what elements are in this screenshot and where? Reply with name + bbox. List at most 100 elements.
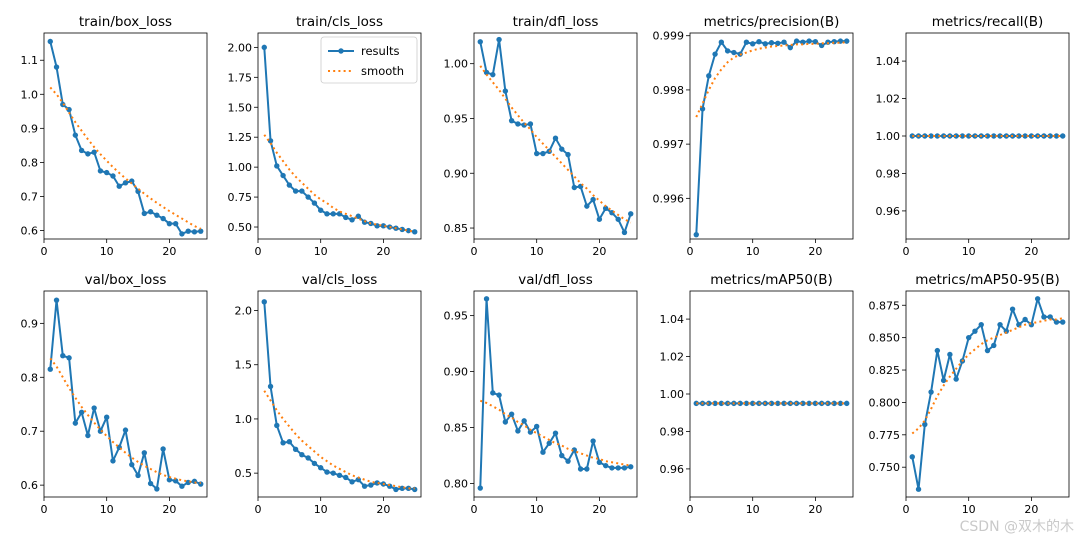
results-point	[756, 38, 762, 45]
plot-area	[261, 299, 418, 493]
results-point	[399, 226, 405, 233]
results-point	[934, 347, 941, 354]
results-point	[490, 390, 496, 396]
results-point	[844, 400, 850, 407]
results-point	[122, 180, 129, 186]
panel-2: train/dfl_loss 0 10 20 0.85 0.90 0.95 1.00	[444, 14, 638, 258]
panel-title: val/box_loss	[85, 272, 167, 288]
results-point	[533, 423, 540, 430]
results-point	[712, 400, 718, 407]
y-tick-label: 1.00	[876, 130, 901, 143]
results-point	[928, 389, 934, 395]
results-point	[267, 383, 274, 390]
x-tick-label: 0	[687, 245, 694, 258]
results-point	[965, 334, 972, 341]
results-point	[477, 39, 483, 45]
plot-area	[693, 38, 850, 238]
results-point	[154, 212, 160, 218]
results-point	[502, 419, 509, 425]
x-tick-label: 0	[255, 503, 262, 516]
plot-area	[47, 297, 204, 492]
y-tick-label: 0.9	[21, 122, 39, 135]
results-point	[706, 400, 712, 407]
y-tick-label: 2.0	[235, 305, 253, 318]
results-point	[1047, 133, 1053, 139]
results-point	[577, 466, 584, 472]
results-point	[1022, 133, 1028, 139]
y-tick-label: 1.0	[21, 88, 39, 101]
results-point	[198, 481, 204, 487]
results-point	[934, 133, 941, 139]
x-tick-label: 10	[962, 503, 976, 516]
results-point	[166, 220, 173, 227]
results-point	[984, 347, 991, 354]
y-tick-label: 0.6	[21, 479, 39, 492]
axes-frame	[905, 290, 1070, 498]
results-point	[324, 211, 330, 217]
y-tick-label: 0.9	[21, 317, 39, 330]
results-point	[1022, 316, 1028, 323]
results-point	[831, 400, 837, 407]
results-point	[521, 122, 527, 128]
results-point	[781, 39, 787, 45]
y-tick-label: 0.825	[869, 364, 901, 377]
results-point	[349, 479, 355, 485]
x-tick-label: 10	[314, 245, 328, 258]
y-tick-label: 0.8	[21, 371, 39, 384]
results-point	[299, 188, 305, 194]
x-tick-label: 10	[100, 245, 114, 258]
plot-area	[261, 44, 418, 235]
panel-0: train/box_loss 0 10 20 0.6 0.7 0.8 0.9 1.0 1.1	[21, 14, 208, 258]
y-tick-label: 0.998	[653, 84, 685, 97]
plot-area	[47, 38, 204, 237]
results-line	[695, 40, 847, 235]
results-point	[324, 469, 330, 475]
results-point	[775, 400, 781, 407]
x-tick-label: 0	[471, 245, 478, 258]
results-point	[508, 411, 515, 417]
results-point	[615, 465, 621, 471]
results-point	[515, 121, 521, 127]
results-point	[85, 432, 91, 439]
x-tick-label: 10	[746, 503, 760, 516]
results-point	[762, 41, 768, 47]
results-point	[299, 452, 305, 458]
x-tick-label: 20	[808, 245, 822, 258]
results-point	[724, 48, 731, 54]
y-tick-label: 0.7	[21, 425, 39, 438]
results-point	[349, 217, 355, 223]
y-tick-label: 0.95	[444, 112, 469, 125]
results-point	[1034, 296, 1041, 302]
results-point	[355, 213, 362, 219]
results-point	[565, 151, 571, 158]
x-tick-label: 20	[376, 503, 390, 516]
x-tick-label: 20	[1024, 503, 1038, 516]
x-tick-label: 20	[376, 245, 390, 258]
y-tick-label: 0.850	[869, 332, 901, 345]
y-tick-label: 0.8	[21, 156, 39, 169]
results-point	[405, 485, 412, 492]
panel-title: metrics/mAP50-95(B)	[915, 272, 1060, 288]
results-point	[305, 194, 311, 200]
results-point	[1009, 306, 1016, 312]
y-tick-label: 0.999	[653, 30, 685, 43]
smooth-line	[263, 390, 415, 490]
results-point	[1047, 314, 1053, 320]
results-point	[706, 73, 712, 79]
results-point	[590, 438, 596, 444]
axes-frame	[43, 32, 208, 240]
results-point	[540, 150, 546, 157]
results-point	[374, 480, 380, 486]
results-point	[693, 400, 699, 407]
results-point	[837, 400, 844, 407]
results-point	[712, 51, 718, 57]
results-point	[78, 409, 85, 416]
results-point	[596, 459, 603, 465]
results-point	[787, 44, 794, 51]
panel-title: train/box_loss	[79, 14, 172, 30]
plot-area	[477, 296, 634, 491]
results-point	[559, 146, 565, 152]
plot-area	[909, 133, 1066, 139]
results-point	[953, 133, 959, 139]
results-point	[909, 133, 915, 139]
